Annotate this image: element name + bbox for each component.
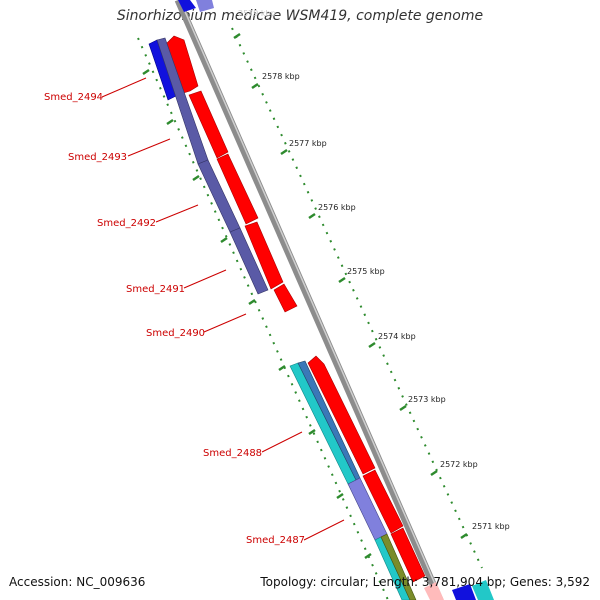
scale-tick [368, 341, 376, 349]
scale-label-2573: 2573 kbp [408, 395, 446, 404]
scale-label-2578: 2578 kbp [262, 72, 300, 81]
cds-bar [424, 582, 444, 600]
cds-bar [390, 527, 426, 583]
scale-tick [308, 212, 316, 220]
scale-label-2577: 2577 kbp [289, 139, 327, 148]
cds-bar [188, 90, 229, 159]
label-leader [101, 77, 147, 98]
genome-backbone-highlight [179, 0, 443, 600]
cds-bar [216, 153, 259, 225]
inner-tick [278, 364, 286, 372]
inner-tick [336, 492, 344, 500]
map-title: Sinorhizobium medicae WSM419, complete g… [116, 8, 484, 24]
gene-bar [472, 580, 494, 600]
inner-track [137, 37, 389, 600]
gene-bar [452, 584, 476, 600]
inner-tick [142, 68, 150, 76]
inner-tick [166, 118, 174, 126]
inner-tick [192, 174, 200, 182]
label-leader [127, 138, 171, 157]
inner-tick [364, 552, 372, 560]
accession-text: Accession: NC_009636 [9, 575, 146, 589]
inner-tick [308, 428, 316, 436]
scale-tick [338, 276, 346, 284]
gene-bar [380, 533, 417, 600]
scale-tick [280, 148, 288, 156]
scale-label-2579: 2579 kbp [238, 9, 276, 18]
gene-label-smed-2492: Smed_2492 [97, 218, 156, 229]
scale-label-2571: 2571 kbp [472, 522, 510, 531]
cds-bar [307, 355, 376, 475]
scale-track [231, 27, 483, 569]
scale-tick [399, 404, 407, 412]
genome-backbone [174, 0, 444, 600]
label-leader [155, 204, 199, 223]
gene-bar [196, 0, 214, 12]
cds-bar [362, 469, 404, 534]
label-leader [183, 269, 227, 289]
scale-label-2575: 2575 kbp [347, 267, 385, 276]
topology-summary: Topology: circular; Length: 3,781,904 bp… [260, 575, 590, 589]
inner-tick [248, 298, 256, 306]
cds-bar [244, 221, 284, 290]
scale-label-2572: 2572 kbp [440, 460, 478, 469]
cds-bar [273, 283, 298, 313]
gene-label-smed-2493: Smed_2493 [68, 152, 127, 163]
gene-bar [178, 0, 196, 12]
scale-label-2576: 2576 kbp [318, 203, 356, 212]
scale-tick [460, 532, 468, 540]
gene-bar [374, 536, 411, 600]
gene-label-smed-2490: Smed_2490 [146, 328, 205, 339]
gene-label-smed-2491: Smed_2491 [126, 284, 185, 295]
label-leader [303, 519, 345, 541]
scale-label-2574: 2574 kbp [378, 332, 416, 341]
gene-label-smed-2488: Smed_2488 [203, 448, 262, 459]
gene-label-smed-2487: Smed_2487 [246, 535, 305, 546]
gene-label-smed-2494: Smed_2494 [44, 92, 103, 103]
gene-track [148, 37, 417, 600]
scale-tick [251, 82, 259, 90]
scale-tick [430, 469, 438, 477]
label-leader [203, 313, 247, 333]
cds-track [165, 35, 426, 583]
scale-tick [233, 32, 241, 40]
inner-tick [220, 236, 228, 244]
label-leader [261, 431, 303, 453]
gene-bar [229, 227, 269, 295]
